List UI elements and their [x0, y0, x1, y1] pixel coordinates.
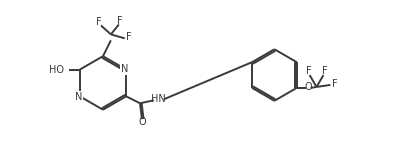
- Text: F: F: [126, 32, 132, 42]
- Text: F: F: [96, 16, 102, 27]
- Text: HN: HN: [151, 94, 166, 104]
- Text: F: F: [322, 66, 327, 76]
- Text: HO: HO: [49, 65, 64, 75]
- Text: O: O: [138, 117, 146, 127]
- Text: F: F: [331, 79, 337, 89]
- Text: O: O: [305, 82, 312, 92]
- Text: F: F: [306, 66, 311, 76]
- Text: F: F: [117, 16, 122, 26]
- Text: N: N: [121, 64, 128, 74]
- Text: N: N: [74, 92, 82, 102]
